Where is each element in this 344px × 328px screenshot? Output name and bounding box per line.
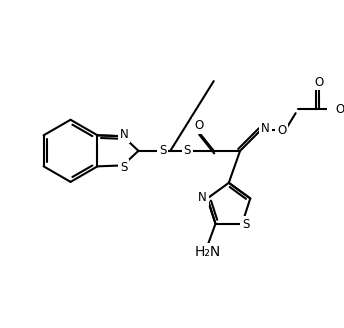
Text: N: N bbox=[198, 191, 207, 204]
Text: S: S bbox=[159, 144, 166, 157]
Text: O: O bbox=[194, 119, 203, 132]
Text: H₂N: H₂N bbox=[195, 245, 221, 259]
Text: N: N bbox=[119, 128, 128, 141]
Text: S: S bbox=[184, 144, 191, 157]
Text: O: O bbox=[335, 103, 344, 116]
Text: O: O bbox=[277, 124, 286, 136]
Text: S: S bbox=[120, 161, 128, 174]
Text: S: S bbox=[242, 218, 249, 231]
Text: O: O bbox=[314, 75, 324, 89]
Text: N: N bbox=[261, 122, 270, 135]
